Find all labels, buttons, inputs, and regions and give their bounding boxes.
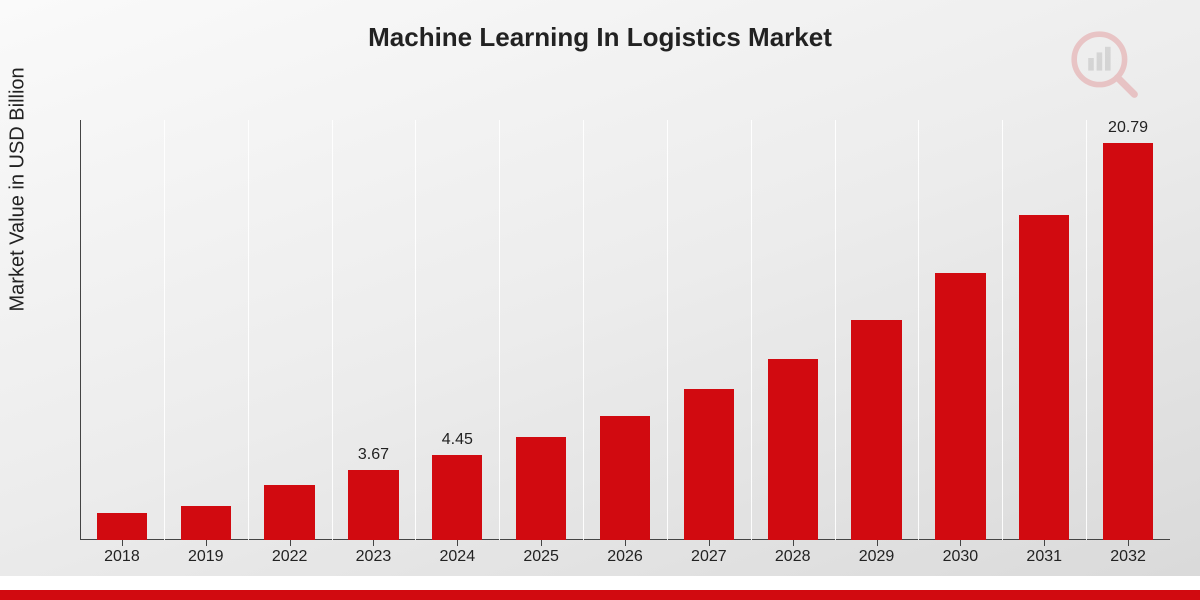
bar-value-label: 3.67 bbox=[358, 446, 389, 464]
plot-area: 2018201920223.6720234.452024202520262027… bbox=[80, 120, 1170, 540]
bar-2025 bbox=[516, 437, 566, 540]
bar-value-label: 4.45 bbox=[442, 431, 473, 449]
x-tick-mark bbox=[960, 540, 961, 546]
grid-line bbox=[164, 120, 165, 540]
grid-line bbox=[583, 120, 584, 540]
x-tick-mark bbox=[625, 540, 626, 546]
grid-line bbox=[248, 120, 249, 540]
x-tick-label: 2029 bbox=[859, 548, 895, 566]
bar-2028 bbox=[768, 359, 818, 540]
grid-line bbox=[499, 120, 500, 540]
x-tick-mark bbox=[206, 540, 207, 546]
x-tick-label: 2026 bbox=[607, 548, 643, 566]
grid-line bbox=[1002, 120, 1003, 540]
grid-line bbox=[751, 120, 752, 540]
x-tick-mark bbox=[793, 540, 794, 546]
footer-white-band bbox=[0, 576, 1200, 590]
bar-2024 bbox=[432, 455, 482, 540]
x-tick-label: 2031 bbox=[1026, 548, 1062, 566]
bar-2023 bbox=[348, 470, 398, 540]
x-tick-mark bbox=[290, 540, 291, 546]
bar-2031 bbox=[1019, 215, 1069, 540]
x-tick-label: 2018 bbox=[104, 548, 140, 566]
x-tick-mark bbox=[1044, 540, 1045, 546]
footer-red-band bbox=[0, 590, 1200, 600]
x-tick-label: 2030 bbox=[943, 548, 979, 566]
x-tick-mark bbox=[457, 540, 458, 546]
bar-2029 bbox=[851, 320, 901, 540]
chart-title: Machine Learning In Logistics Market bbox=[0, 22, 1200, 53]
x-tick-label: 2024 bbox=[440, 548, 476, 566]
grid-line bbox=[667, 120, 668, 540]
bar-2030 bbox=[935, 273, 985, 540]
watermark-logo-icon bbox=[1070, 30, 1140, 100]
x-tick-mark bbox=[1128, 540, 1129, 546]
x-tick-label: 2022 bbox=[272, 548, 308, 566]
x-tick-mark bbox=[122, 540, 123, 546]
bar-value-label: 20.79 bbox=[1108, 119, 1148, 137]
bar-2026 bbox=[600, 416, 650, 540]
grid-line bbox=[415, 120, 416, 540]
grid-line bbox=[332, 120, 333, 540]
x-tick-label: 2027 bbox=[691, 548, 727, 566]
y-axis-label: Market Value in USD Billion bbox=[7, 67, 30, 311]
bar-2032 bbox=[1103, 143, 1153, 540]
grid-line bbox=[835, 120, 836, 540]
x-tick-label: 2032 bbox=[1110, 548, 1146, 566]
x-tick-label: 2023 bbox=[356, 548, 392, 566]
bar-2018 bbox=[97, 513, 147, 540]
x-tick-label: 2028 bbox=[775, 548, 811, 566]
x-tick-label: 2019 bbox=[188, 548, 224, 566]
y-axis-line bbox=[80, 120, 81, 540]
x-tick-label: 2025 bbox=[523, 548, 559, 566]
grid-line bbox=[1086, 120, 1087, 540]
x-tick-mark bbox=[877, 540, 878, 546]
x-tick-mark bbox=[541, 540, 542, 546]
bar-2027 bbox=[684, 389, 734, 540]
x-tick-mark bbox=[709, 540, 710, 546]
bar-2019 bbox=[181, 506, 231, 540]
chart-container: Machine Learning In Logistics Market Mar… bbox=[0, 0, 1200, 600]
bar-2022 bbox=[264, 485, 314, 540]
x-tick-mark bbox=[373, 540, 374, 546]
grid-line bbox=[918, 120, 919, 540]
